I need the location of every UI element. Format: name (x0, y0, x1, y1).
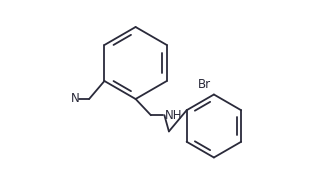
Text: N: N (71, 93, 80, 105)
Text: NH: NH (164, 109, 182, 122)
Text: Br: Br (198, 78, 211, 91)
